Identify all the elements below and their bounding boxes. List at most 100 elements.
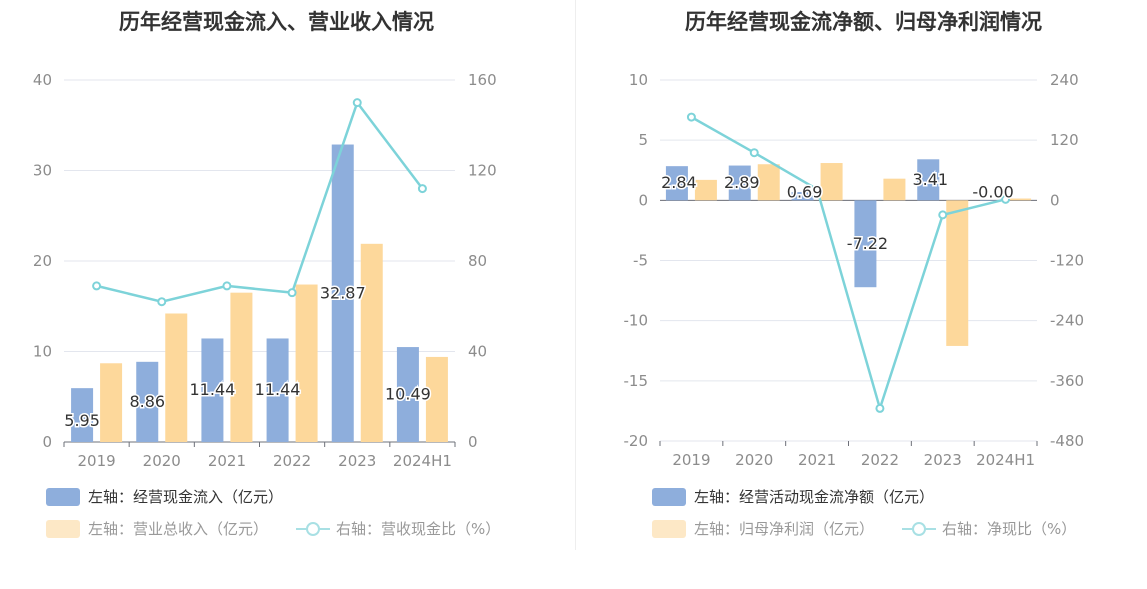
bar-primary bbox=[791, 192, 814, 201]
y-right-tick-label: 0 bbox=[468, 433, 478, 451]
bar-secondary bbox=[883, 178, 906, 201]
bar-data-label: 11.44 bbox=[190, 380, 236, 399]
bar-data-label: 2.84 bbox=[661, 173, 697, 192]
bar-secondary bbox=[230, 292, 253, 442]
y-right-tick-label: 40 bbox=[468, 343, 487, 361]
bar-primary bbox=[917, 159, 940, 201]
ratio-point bbox=[352, 98, 362, 108]
chart-panel-net-cashflow: 历年经营现金流净额、归母净利润情况 -20 -15 -10 -5 0 5 10 -480 -36… bbox=[577, 0, 1147, 560]
bar-secondary bbox=[757, 164, 780, 201]
y-left-tick-label: 10 bbox=[33, 343, 52, 361]
x-tick-label: 2024H1 bbox=[393, 452, 452, 470]
chart-title: 历年经营现金流净额、归母净利润情况 bbox=[685, 10, 1042, 34]
legend-line-icon bbox=[902, 521, 936, 536]
legend-item-inflow[interactable]: 左轴：经营现金流入（亿元） bbox=[46, 486, 283, 507]
ratio-point bbox=[1001, 194, 1011, 204]
x-tick-label: 2020 bbox=[735, 451, 773, 469]
legend-swatch-yellow bbox=[652, 519, 686, 538]
legend-item-revenue[interactable]: 左轴：营业总收入（亿元） bbox=[46, 518, 268, 539]
x-tick-label: 2023 bbox=[924, 451, 962, 469]
y-right-tick-label: 0 bbox=[1050, 191, 1060, 209]
bar-primary bbox=[71, 388, 94, 442]
ratio-point bbox=[287, 288, 297, 298]
x-tick-label: 2020 bbox=[143, 452, 181, 470]
ratio-point bbox=[812, 184, 822, 194]
chart-svg-net: -20 -15 -10 -5 0 5 10 -480 -360 -240 -120 0 120 240 20… bbox=[624, 71, 1085, 469]
bar-primary bbox=[396, 347, 419, 442]
y-right-tick-label: 160 bbox=[468, 71, 497, 89]
y-left-tick-label: -20 bbox=[624, 432, 649, 450]
legend-item-net-ratio[interactable]: 右轴：净现比（%） bbox=[902, 518, 1076, 539]
bar-primary bbox=[136, 361, 159, 442]
bar-data-label: 32.87 bbox=[320, 283, 366, 302]
ratio-point bbox=[92, 281, 102, 291]
bar-secondary bbox=[100, 363, 123, 442]
legend-swatch-yellow bbox=[46, 519, 80, 538]
bar-secondary bbox=[1009, 198, 1032, 201]
bar-data-label: 5.95 bbox=[64, 411, 100, 430]
panel-divider bbox=[575, 0, 576, 550]
y-left-tick-label: -5 bbox=[633, 252, 648, 270]
y-right-tick-label: -480 bbox=[1050, 432, 1084, 450]
bar-data-label: 10.49 bbox=[385, 385, 431, 404]
y-left-tick-label: 0 bbox=[42, 433, 52, 451]
bar-secondary bbox=[360, 243, 383, 442]
ratio-point bbox=[222, 281, 232, 291]
y-left-tick-label: 5 bbox=[638, 131, 648, 149]
bar-data-label: 11.44 bbox=[255, 380, 301, 399]
y-right-tick-label: -120 bbox=[1050, 252, 1084, 270]
x-tick-label: 2022 bbox=[861, 451, 899, 469]
ratio-point bbox=[417, 184, 427, 194]
y-right-tick-label: -240 bbox=[1050, 312, 1084, 330]
bar-data-label: 3.41 bbox=[912, 170, 948, 189]
x-tick-label: 2019 bbox=[672, 451, 710, 469]
bar-primary bbox=[331, 144, 354, 443]
x-tick-label: 2019 bbox=[77, 452, 115, 470]
legend-line-icon bbox=[296, 521, 330, 536]
bar-secondary bbox=[165, 313, 188, 442]
ratio-line bbox=[96, 99, 424, 304]
bar-secondary bbox=[820, 163, 843, 201]
chart-panel-cashflow-inflow: 历年经营现金流入、营业收入情况 0 10 20 30 40 0 40 80 120 160 2019… bbox=[0, 0, 573, 560]
bar-secondary bbox=[425, 356, 448, 442]
bar-primary bbox=[201, 338, 224, 442]
bar-primary bbox=[980, 200, 1003, 201]
x-tick-label: 2021 bbox=[798, 451, 836, 469]
bar-primary bbox=[728, 165, 751, 201]
y-right-tick-label: 120 bbox=[468, 162, 497, 180]
bar-data-label: -7.22 bbox=[847, 234, 888, 253]
legend-swatch-blue bbox=[652, 487, 686, 506]
ratio-line bbox=[690, 116, 1006, 413]
legend-swatch-blue bbox=[46, 487, 80, 506]
ratio-point bbox=[749, 148, 759, 158]
bar-primary bbox=[854, 200, 877, 288]
bar-data-label: 2.89 bbox=[724, 173, 760, 192]
y-left-tick-label: -15 bbox=[624, 372, 649, 390]
legend-item-net-profit[interactable]: 左轴：归母净利润（亿元） bbox=[652, 518, 874, 539]
ratio-point bbox=[686, 112, 696, 122]
y-right-tick-label: -360 bbox=[1050, 372, 1084, 390]
y-left-tick-label: 20 bbox=[33, 252, 52, 270]
y-left-tick-label: 30 bbox=[33, 162, 52, 180]
x-tick-label: 2023 bbox=[338, 452, 376, 470]
x-tick-label: 2022 bbox=[273, 452, 311, 470]
y-left-tick-label: 10 bbox=[629, 71, 648, 89]
bar-primary bbox=[266, 338, 289, 442]
x-tick-label: 2021 bbox=[208, 452, 246, 470]
chart-svg-inflow: 0 10 20 30 40 0 40 80 120 160 2019 2020 2021 2022 2023… bbox=[33, 71, 497, 470]
bar-secondary bbox=[946, 200, 969, 346]
y-right-tick-label: 80 bbox=[468, 252, 487, 270]
bar-secondary bbox=[295, 284, 318, 442]
y-right-tick-label: 120 bbox=[1050, 131, 1079, 149]
x-tick-label: 2024H1 bbox=[976, 451, 1035, 469]
y-left-tick-label: 0 bbox=[638, 191, 648, 209]
ratio-point bbox=[938, 210, 948, 220]
legend-item-ratio[interactable]: 右轴：营收现金比（%） bbox=[296, 518, 500, 539]
bar-data-label: 0.69 bbox=[787, 182, 823, 201]
bar-data-label: 8.86 bbox=[129, 392, 165, 411]
y-left-tick-label: -10 bbox=[624, 312, 649, 330]
legend-item-net-cashflow[interactable]: 左轴：经营活动现金流净额（亿元） bbox=[652, 486, 934, 507]
ratio-point bbox=[875, 403, 885, 413]
y-left-tick-label: 40 bbox=[33, 71, 52, 89]
bar-secondary bbox=[694, 179, 717, 201]
